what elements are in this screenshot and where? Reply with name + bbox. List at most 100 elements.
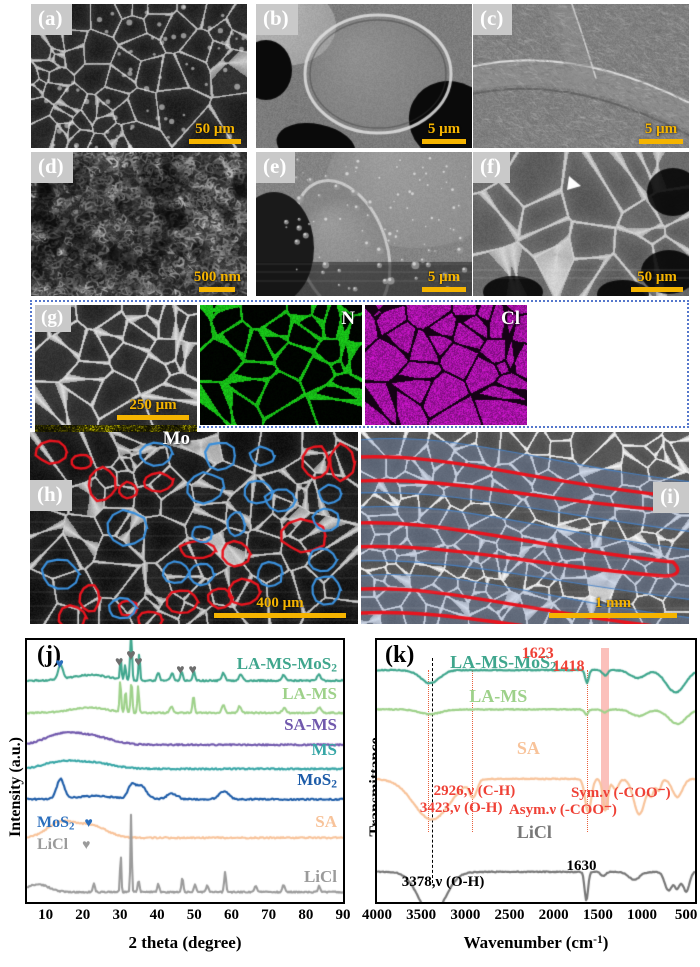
panel-label-c: (c) xyxy=(473,4,513,35)
panel-label-f: (f) xyxy=(473,152,510,183)
eds-label-mo: Mo xyxy=(162,428,190,449)
eds-map-nitrogen: N xyxy=(200,305,362,425)
ftir-series-label-sa: SA xyxy=(516,738,540,759)
scale-bar-a-text: 50 μm xyxy=(195,121,235,137)
eds-mapping-group: (g) 250 μm N Cl Mo xyxy=(30,300,689,545)
xrd-xtick-30: 30 xyxy=(112,907,128,923)
xrd-series-label-la-ms-mos2: LA-MS-MoS2 xyxy=(236,653,337,675)
sem-panel-f: (f) 50 μm xyxy=(473,152,689,296)
ftir-panel-label: (k) xyxy=(385,642,415,668)
eds-label-cl: Cl xyxy=(501,308,520,329)
scale-bar-a-line xyxy=(189,139,241,144)
heart-icon-marker-0: ♥ xyxy=(55,657,64,672)
xrd-series-label-ms: MS xyxy=(311,739,338,759)
xrd-x-axis-title: 2 theta (degree) xyxy=(128,933,242,952)
scale-bar-d-line xyxy=(199,287,236,292)
ftir-series-label-la-ms: LA-MS xyxy=(469,685,528,706)
panel-label-g: (g) xyxy=(35,305,72,332)
scale-bar-e-line xyxy=(422,287,466,292)
sem-panel-i: (i) 1 mm xyxy=(361,432,689,624)
xrd-key-licl: LiCl ♥ xyxy=(37,836,90,854)
xrd-xtick-80: 80 xyxy=(298,907,314,923)
ftir-series-label-licl: LiCl xyxy=(516,822,552,843)
scale-bar-g-line xyxy=(117,415,189,420)
sem-panel-a: (a) 50 μm xyxy=(31,4,247,148)
xrd-xtick-90: 90 xyxy=(335,907,351,923)
scale-bar-c-text: 5 μm xyxy=(644,121,678,137)
ftir-xtick-3500: 3500 xyxy=(406,907,437,923)
xrd-xtick-70: 70 xyxy=(261,907,277,923)
scale-bar-h: 400 μm xyxy=(214,596,346,618)
ftir-annotation-0: 1623 xyxy=(521,644,554,662)
scale-bar-i-line xyxy=(549,613,677,618)
xrd-series-label-mos2: MoS2 xyxy=(297,769,337,791)
xrd-series-label-sa: SA xyxy=(315,812,337,832)
scale-bar-e: 5 μm xyxy=(422,270,466,292)
ftir-series-label-la-ms-mos2: LA-MS-MoS2 xyxy=(450,651,557,674)
xrd-key-mos2: MoS2 ♥ xyxy=(37,814,93,832)
scale-bar-d-text: 500 nm xyxy=(193,269,241,285)
eds-label-n: N xyxy=(341,308,355,329)
xrd-xtick-20: 20 xyxy=(75,907,91,923)
eds-map-chlorine: Cl xyxy=(365,305,527,425)
xrd-series-label-sa-ms: SA-MS xyxy=(284,714,337,734)
scale-bar-b: 5 μm xyxy=(422,122,466,144)
xrd-xtick-60: 60 xyxy=(223,907,239,923)
scale-bar-g: 250 μm xyxy=(117,398,189,420)
scale-bar-a: 50 μm xyxy=(189,122,241,144)
scale-bar-b-line xyxy=(422,139,466,144)
panel-label-a: (a) xyxy=(31,4,72,35)
ftir-xtick-2500: 2500 xyxy=(494,907,525,923)
ftir-annotation-7: 3378,ν (O-H) xyxy=(401,874,485,891)
ftir-xtick-3000: 3000 xyxy=(450,907,481,923)
sem-panel-h: (h) 400 μm xyxy=(30,432,358,624)
scale-bar-f: 50 μm xyxy=(631,270,683,292)
ftir-annotation-6: 1630 xyxy=(566,857,597,874)
scale-bar-f-line xyxy=(631,287,683,292)
xrd-plot-area: (j) ♥ ♥ ♥ ♥ ♥ ♥ LA-MS-MoS2 LA-MS SA-MS MS MoS2 SA L… xyxy=(25,638,345,904)
heart-icon-marker-2: ♥ xyxy=(126,647,136,664)
ftir-annotation-3: 3423,ν (O-H) xyxy=(419,800,503,817)
eds-sem-reference: (g) 250 μm xyxy=(35,305,197,425)
xrd-key-licl-text: LiCl xyxy=(37,836,69,853)
scale-bar-i: 1 mm xyxy=(549,596,677,618)
scale-bar-h-line xyxy=(214,613,346,618)
large-sem-group: (h) 400 μm (i) 1 mm xyxy=(30,432,689,624)
ftir-x-axis-title-text: Wavenumber (cm-1) xyxy=(463,933,609,953)
sem-panel-e: (e) 5 μm xyxy=(256,152,472,296)
scale-bar-h-text: 400 μm xyxy=(256,595,304,611)
heart-icon-marker-4: ♥ xyxy=(176,663,185,678)
scale-bar-d: 500 nm xyxy=(194,270,241,292)
xrd-chart-panel: Intensity (a.u.) (j) ♥ ♥ ♥ ♥ ♥ ♥ LA-MS-MoS2 LA… xyxy=(0,630,355,967)
ftir-plot-area: (k) LA-MS-MoS2 LA-MS SA LiCl 1623 1418 2926,ν… xyxy=(375,638,697,904)
scale-bar-i-text: 1 mm xyxy=(594,595,632,611)
ftir-annotation-5: Sym.ν (-COO⁻) xyxy=(570,784,671,801)
ftir-xtick-500: 500 xyxy=(674,907,698,923)
scale-bar-b-text: 5 μm xyxy=(427,121,461,137)
heart-icon-marker-1: ♥ xyxy=(114,655,124,670)
panel-label-h: (h) xyxy=(30,480,72,511)
heart-icon-mos2: ♥ xyxy=(84,816,93,831)
xrd-y-axis-title: Intensity (a.u.) xyxy=(7,737,24,838)
ftir-xtick-1000: 1000 xyxy=(627,907,657,923)
ftir-annotation-4: Asym.ν (-COO⁻) xyxy=(508,802,617,819)
panel-label-d: (d) xyxy=(31,152,73,183)
ftir-xtick-1500: 1500 xyxy=(582,907,613,923)
xrd-panel-label: (j) xyxy=(37,642,61,668)
ftir-annotation-2: 2926,ν (C-H) xyxy=(433,782,516,799)
sem-panel-b: (b) 5 μm xyxy=(256,4,472,148)
scale-bar-f-text: 50 μm xyxy=(637,269,677,285)
xrd-series-label-licl: LiCl xyxy=(303,866,337,886)
heart-icon-marker-3: ♥ xyxy=(134,655,143,670)
scale-bar-c-line xyxy=(639,139,683,144)
xrd-xtick-10: 10 xyxy=(38,907,54,923)
ftir-xtick-2000: 2000 xyxy=(538,907,569,923)
scale-bar-e-text: 5 μm xyxy=(427,269,461,285)
sem-panel-c: (c) 5 μm xyxy=(473,4,689,148)
ftir-chart-panel: Transmittance (k) LA-MS-MoS2LA-MSSALiCl … xyxy=(352,630,700,967)
panel-label-e: (e) xyxy=(256,152,296,183)
xrd-xtick-40: 40 xyxy=(149,907,165,923)
xrd-xtick-50: 50 xyxy=(186,907,202,923)
sem-panel-d: (d) 500 nm xyxy=(31,152,247,296)
